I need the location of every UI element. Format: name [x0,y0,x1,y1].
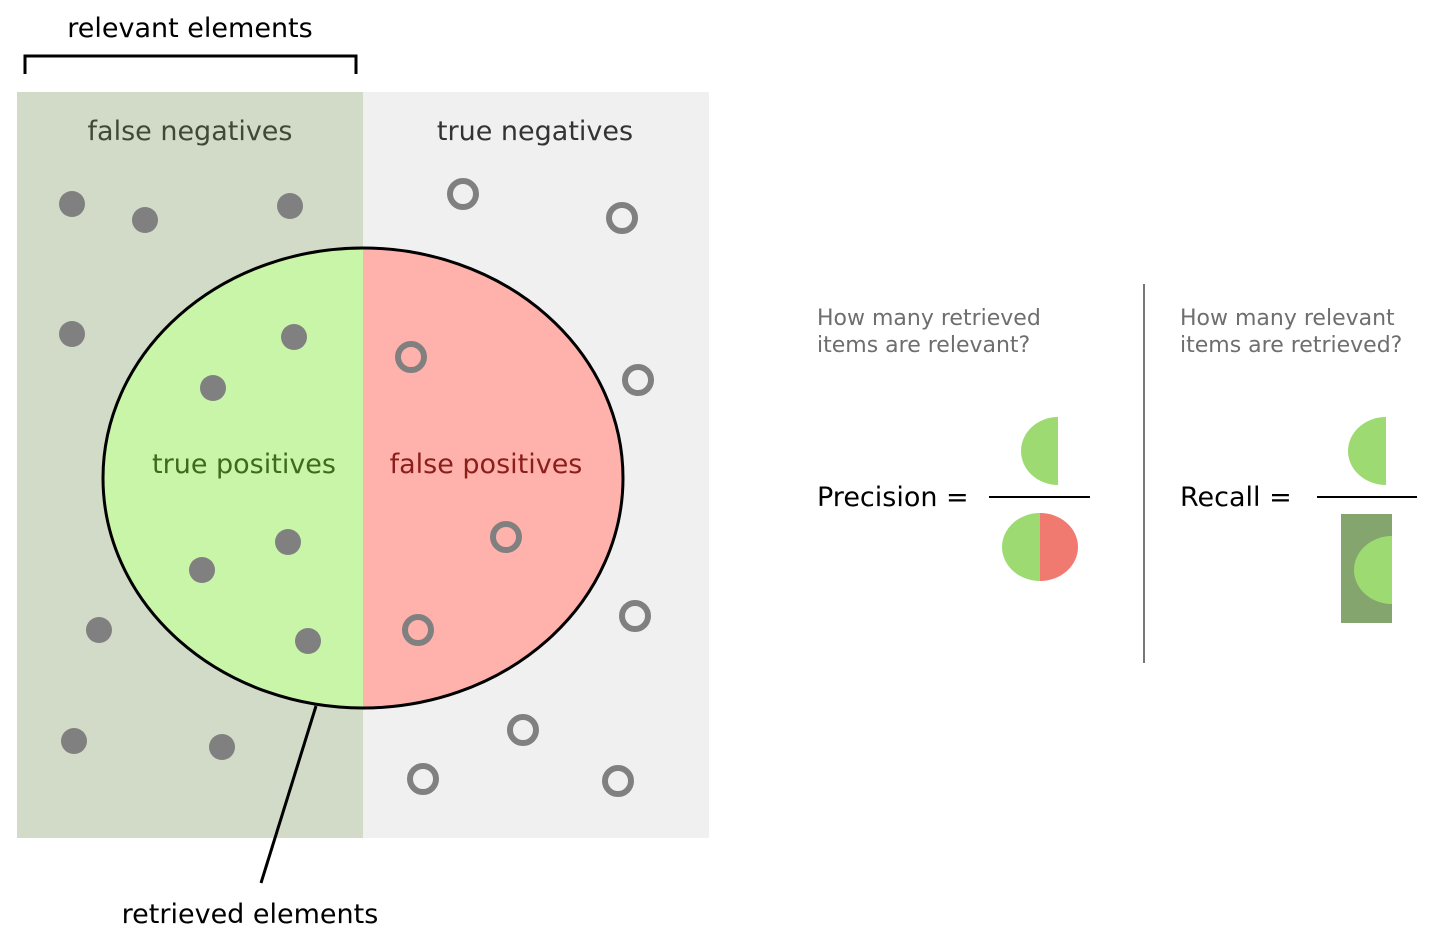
relevant-dot [132,207,158,233]
irrelevant-dot [402,614,434,646]
false-positives-label: false positives [390,449,583,480]
retrieved-elements-pointer [259,705,318,884]
irrelevant-dot [507,714,539,746]
relevant-dot [275,529,301,555]
relevant-dot [189,557,215,583]
relevant-dot [200,375,226,401]
precision-numerator-icon [1021,417,1058,485]
recall-numerator-icon [1348,417,1386,485]
irrelevant-dot [395,341,427,373]
relevant-dot [59,321,85,347]
irrelevant-dot [619,600,651,632]
relevant-dot [59,191,85,217]
precision-question-line1: How many retrieved [817,306,1041,331]
true-positives-label: true positives [152,449,336,480]
recall-question-line1: How many relevant [1180,306,1395,331]
true-negatives-label: true negatives [437,116,633,147]
precision-denominator-red-icon [1040,513,1078,581]
relevant-dot [61,728,87,754]
retrieved-ellipse [101,246,625,710]
precision-formula-label: Precision = [817,482,969,513]
irrelevant-dot [447,178,479,210]
relevant-dot [295,628,321,654]
irrelevant-dot [407,763,439,795]
relevant-dot [277,193,303,219]
irrelevant-dot [622,364,654,396]
relevant-dots [59,191,321,760]
recall-formula-label: Recall = [1180,482,1292,513]
precision-question-line2: items are relevant? [817,333,1030,358]
relevant-dot [86,617,112,643]
recall-question-line2: items are retrieved? [1180,333,1402,358]
retrieved-elements-label: retrieved elements [122,899,379,930]
irrelevant-dots [395,178,654,797]
relevant-dot [209,734,235,760]
relevant-dot [281,324,307,350]
relevant-elements-bracket [23,54,358,74]
irrelevant-dot [490,521,522,553]
precision-denominator-green-icon [1002,513,1040,581]
irrelevant-dot [602,765,634,797]
irrelevant-dot [606,202,638,234]
false-negatives-label: false negatives [88,116,293,147]
recall-denominator-retrieved-icon [1354,536,1392,604]
relevant-elements-label: relevant elements [67,13,312,44]
